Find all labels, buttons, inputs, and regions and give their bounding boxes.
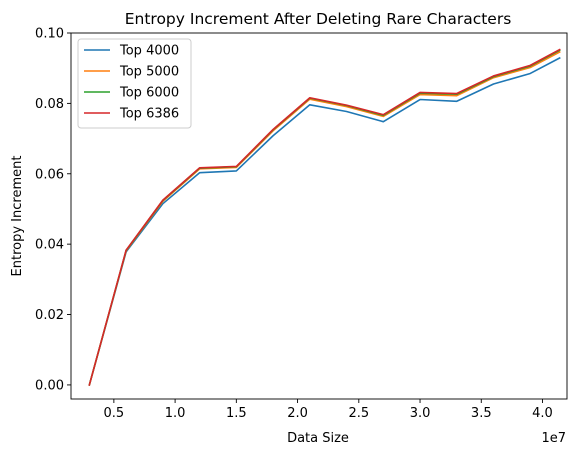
y-axis-label: Entropy Increment: [10, 156, 25, 277]
x-tick-label: 3.0: [410, 406, 431, 421]
series-line-top-4000: [88, 56, 561, 386]
x-tick-label: 1.0: [165, 406, 186, 421]
y-tick-label: 0.02: [35, 308, 64, 323]
x-axis-label: Data Size: [287, 431, 349, 446]
legend: Top 4000 Top 5000 Top 6000 Top 6386: [77, 38, 192, 129]
legend-label: Top 6000: [119, 86, 179, 101]
x-tick-label: 2.5: [348, 406, 369, 421]
x-tick-label: 4.0: [532, 406, 553, 421]
y-axis: 0.00 0.02 0.04 0.06 0.08 0.10: [35, 27, 71, 393]
series-layer: [88, 48, 561, 386]
x-tick-label: 1.5: [226, 406, 247, 421]
x-offset-label: 1e7: [541, 431, 566, 446]
legend-label: Top 4000: [119, 44, 179, 59]
series-line-top-6386: [88, 48, 561, 386]
x-tick-label: 0.5: [104, 406, 125, 421]
y-tick-label: 0.06: [35, 167, 64, 182]
x-tick-label: 2.0: [287, 406, 308, 421]
plot-border: [70, 32, 568, 400]
x-tick-label: 3.5: [471, 406, 492, 421]
legend-label: Top 5000: [119, 65, 179, 80]
chart-title: Entropy Increment After Deleting Rare Ch…: [125, 10, 512, 28]
y-tick-label: 0.00: [35, 378, 64, 393]
y-tick-label: 0.08: [35, 97, 64, 112]
legend-box: [77, 38, 192, 129]
y-tick-label: 0.04: [35, 238, 64, 253]
x-axis: 0.5 1.0 1.5 2.0 2.5 3.0 3.5 4.0: [104, 399, 553, 421]
y-tick-label: 0.10: [35, 27, 64, 42]
legend-label: Top 6386: [119, 107, 179, 122]
